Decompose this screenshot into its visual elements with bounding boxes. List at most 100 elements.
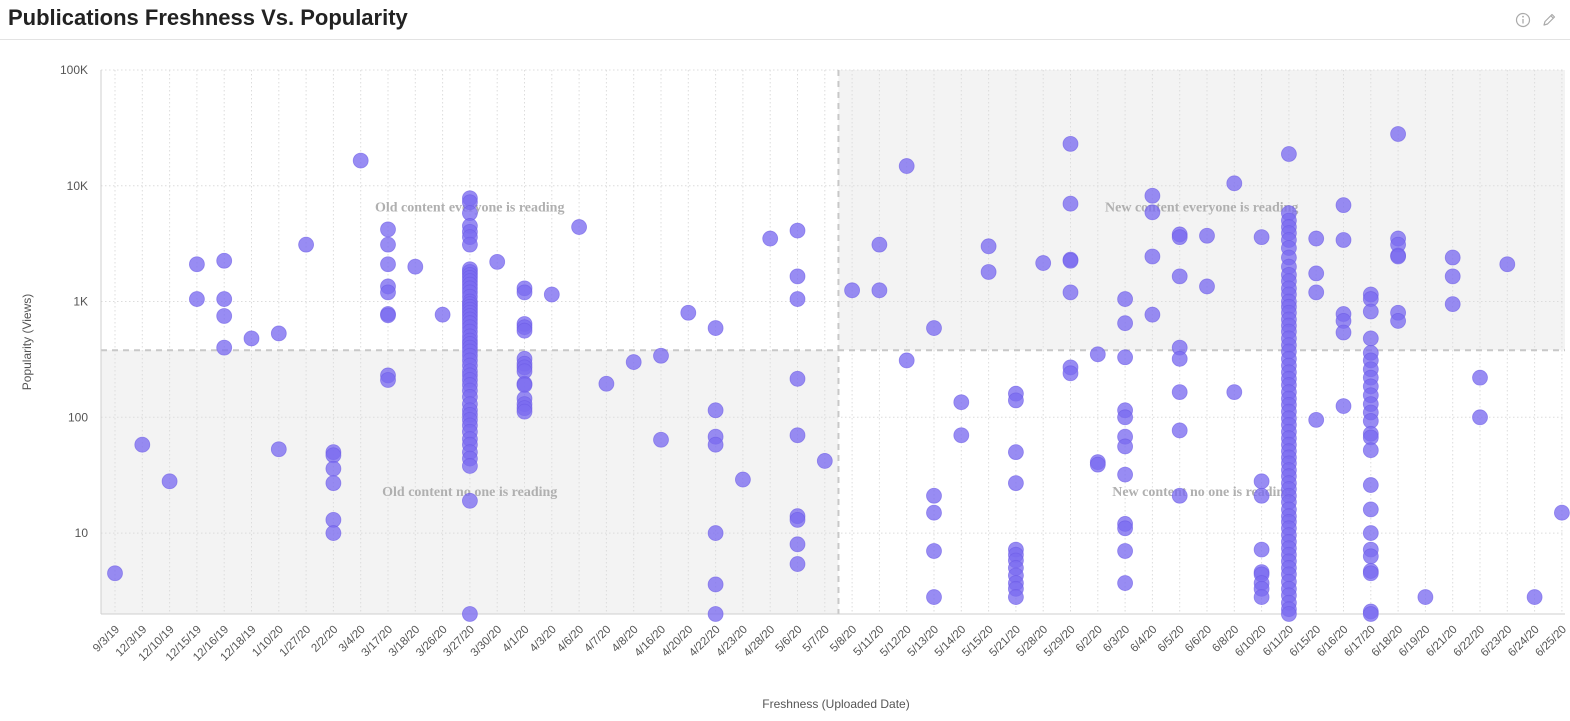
data-point (1253, 473, 1270, 490)
data-point (325, 475, 342, 492)
data-point (871, 282, 888, 299)
header-icons (1514, 11, 1558, 29)
y-tick-label: 10 (75, 526, 89, 540)
y-tick-label: 10K (67, 179, 88, 193)
data-point (625, 354, 642, 370)
data-point (707, 436, 724, 453)
data-point (1335, 197, 1352, 214)
data-point (1362, 330, 1379, 347)
data-point (1253, 487, 1270, 504)
data-point (1308, 411, 1325, 428)
data-point (270, 441, 287, 458)
pencil-icon[interactable] (1540, 11, 1558, 29)
data-point (898, 158, 915, 174)
data-point (1144, 248, 1161, 265)
data-point (380, 236, 396, 253)
data-point (980, 264, 997, 280)
data-point (953, 394, 970, 411)
data-point (1117, 349, 1133, 366)
x-tick-label: 4/28/20 (742, 624, 778, 660)
data-point (707, 576, 724, 593)
data-point (1062, 284, 1079, 301)
data-point (325, 525, 342, 541)
data-point (1117, 543, 1133, 559)
data-point (707, 320, 724, 336)
data-point (789, 536, 806, 553)
data-point (298, 236, 315, 253)
y-axis-label: Popularity (Views) (20, 294, 34, 390)
data-point (1117, 291, 1133, 307)
data-point (1117, 575, 1133, 591)
data-point (1062, 365, 1079, 382)
data-point (1117, 438, 1133, 455)
x-tick-label: 2/2/20 (309, 624, 340, 655)
page-title: Publications Freshness Vs. Popularity (8, 5, 408, 30)
data-point (844, 282, 860, 299)
data-point (1253, 541, 1270, 558)
axes (100, 70, 1565, 615)
data-point (1335, 324, 1352, 341)
quadrant-label-top-right: New content everyone is reading (1105, 200, 1298, 215)
data-point (926, 543, 942, 559)
y-axis-ticks: 10 100 1K 10K 100K (60, 63, 88, 540)
x-tick-label: 6/6/20 (1183, 624, 1214, 655)
data-point (1335, 398, 1352, 414)
x-tick-label: 5/6/20 (774, 624, 805, 655)
data-point (380, 256, 396, 273)
data-point (926, 589, 942, 605)
data-point (1008, 392, 1024, 409)
data-point (461, 606, 478, 622)
data-point (816, 453, 833, 469)
data-point (1444, 296, 1461, 313)
data-point (789, 556, 806, 572)
data-point (1499, 256, 1516, 273)
data-point (707, 402, 724, 419)
data-point (1035, 255, 1052, 271)
data-point (1117, 409, 1133, 426)
data-point (1253, 589, 1270, 605)
data-point (1171, 384, 1188, 401)
data-point (1308, 265, 1325, 282)
data-point (380, 221, 396, 238)
data-point (516, 377, 533, 393)
data-point (1171, 487, 1188, 504)
data-point (598, 375, 615, 392)
threshold-lines (101, 70, 1565, 614)
data-point (516, 322, 533, 339)
data-point (707, 606, 724, 622)
x-tick-label: 5/7/20 (801, 624, 832, 655)
data-point (380, 372, 396, 388)
data-point (325, 460, 342, 477)
data-point (434, 306, 451, 323)
data-point (1362, 565, 1379, 582)
data-point (653, 431, 669, 448)
x-tick-label: 6/3/20 (1101, 624, 1132, 655)
quadrant-shading (101, 70, 1565, 614)
data-point (380, 284, 396, 301)
info-circle-icon[interactable] (1514, 11, 1532, 29)
data-point (107, 565, 123, 582)
quadrant-top-right-bg (838, 70, 1565, 351)
data-point (1472, 369, 1488, 386)
data-point (216, 308, 233, 324)
y-tick-label: 100 (68, 410, 88, 424)
data-point (1062, 252, 1079, 269)
data-point (1444, 249, 1461, 266)
data-point (1417, 589, 1434, 605)
data-point (380, 307, 396, 324)
x-tick-label: 4/7/20 (582, 624, 613, 655)
data-point (216, 252, 233, 269)
y-tick-label: 100K (60, 63, 88, 77)
data-point (1199, 278, 1215, 295)
x-tick-label: 4/6/20 (555, 624, 586, 655)
data-point (926, 504, 942, 521)
data-point (489, 253, 506, 270)
data-point (1362, 477, 1379, 493)
data-point (243, 330, 260, 347)
x-tick-label: 3/30/20 (469, 624, 505, 660)
data-point (216, 339, 233, 356)
data-point (188, 256, 205, 273)
data-point (1226, 384, 1243, 401)
data-point (161, 473, 178, 490)
